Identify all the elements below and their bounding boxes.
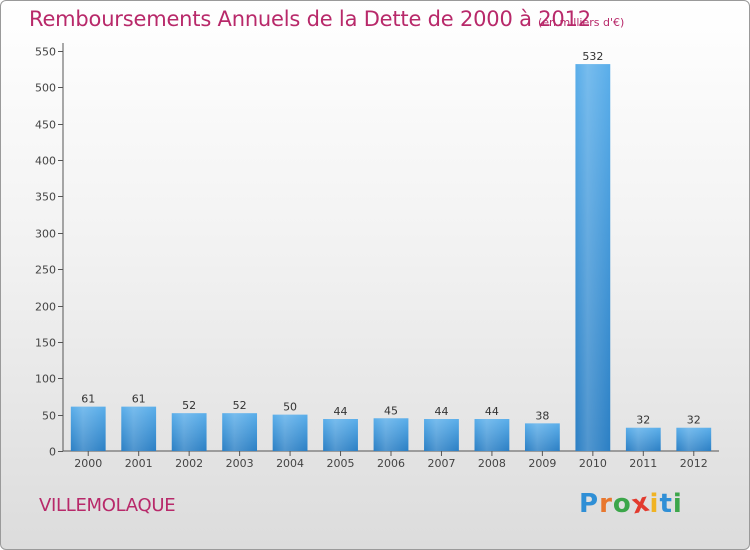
- x-tick-label: 2004: [276, 457, 304, 470]
- y-tick-label: 50: [42, 410, 56, 423]
- bar-value-label: 32: [636, 414, 650, 427]
- logo-letter: t: [659, 489, 673, 519]
- x-tick-label: 2000: [74, 457, 102, 470]
- bar-value-label: 52: [233, 399, 247, 412]
- bar-highlight: [676, 427, 712, 451]
- x-tick-label: 2005: [327, 457, 355, 470]
- bar-highlight: [222, 413, 258, 451]
- bar-value-label: 61: [81, 393, 95, 406]
- bar-highlight: [373, 418, 409, 451]
- y-tick-label: 450: [35, 119, 56, 132]
- bar-value-label: 532: [582, 50, 603, 63]
- y-tick-label: 550: [35, 46, 56, 59]
- bar-highlight: [171, 413, 207, 451]
- bar-highlight: [424, 419, 459, 451]
- bar-highlight: [323, 419, 358, 451]
- proxiti-logo: Proxiti: [579, 487, 683, 520]
- bar-value-label: 50: [283, 401, 297, 414]
- logo-letter: P: [579, 489, 600, 519]
- y-tick-label: 0: [49, 446, 56, 459]
- bar-value-label: 44: [334, 405, 348, 418]
- bar-value-label: 44: [485, 405, 499, 418]
- y-tick-label: 350: [35, 191, 56, 204]
- x-tick-label: 2006: [377, 457, 405, 470]
- bar-value-label: 44: [434, 405, 448, 418]
- bar-highlight: [625, 427, 661, 451]
- x-tick-label: 2012: [680, 457, 708, 470]
- bar-highlight: [121, 406, 157, 451]
- bar-value-label: 32: [687, 414, 701, 427]
- logo-letter: r: [599, 489, 613, 519]
- x-tick-label: 2003: [226, 457, 254, 470]
- bar-highlight: [575, 64, 611, 451]
- bar-value-label: 38: [535, 409, 549, 422]
- bar-value-label: 52: [182, 399, 196, 412]
- bar-highlight: [474, 419, 510, 451]
- y-tick-label: 500: [35, 82, 56, 95]
- y-tick-label: 400: [35, 155, 56, 168]
- y-tick-label: 150: [35, 337, 56, 350]
- x-tick-label: 2007: [427, 457, 455, 470]
- bar-value-label: 45: [384, 404, 398, 417]
- logo-letter: o: [612, 489, 632, 519]
- logo-letter: i: [649, 489, 660, 519]
- y-tick-label: 250: [35, 264, 56, 277]
- y-tick-label: 300: [35, 228, 56, 241]
- commune-name: VILLEMOLAQUE: [39, 495, 176, 516]
- logo-letter: i: [672, 489, 683, 519]
- bar-highlight: [524, 423, 560, 451]
- x-tick-label: 2002: [175, 457, 203, 470]
- chart-unit: (en milliers d'€): [538, 16, 625, 29]
- x-tick-label: 2001: [125, 457, 153, 470]
- bar-value-label: 61: [132, 393, 146, 406]
- bar-highlight: [70, 406, 106, 451]
- x-tick-label: 2009: [528, 457, 556, 470]
- bar-highlight: [272, 414, 308, 451]
- x-tick-label: 2010: [579, 457, 607, 470]
- y-tick-label: 100: [35, 373, 56, 386]
- x-tick-label: 2008: [478, 457, 506, 470]
- y-tick-label: 200: [35, 301, 56, 314]
- x-tick-label: 2011: [629, 457, 657, 470]
- chart-title: Remboursements Annuels de la Dette de 20…: [29, 7, 591, 31]
